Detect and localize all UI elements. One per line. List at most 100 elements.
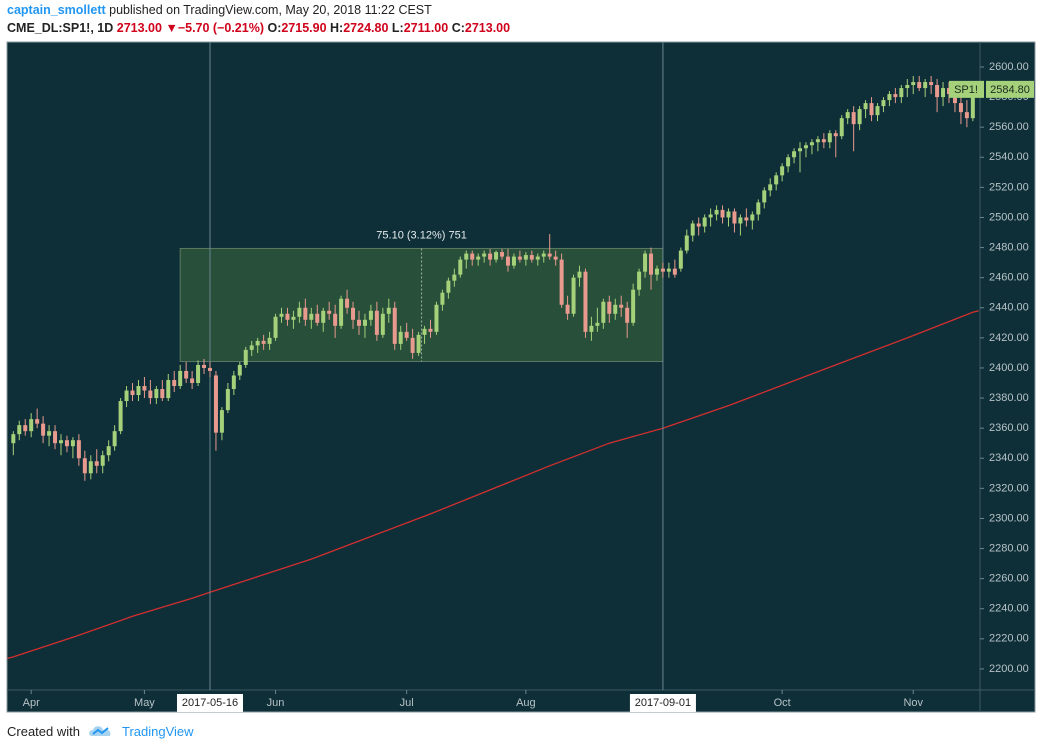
quote-line: CME_DL:SP1!, 1D 2713.00 ▼−5.70 (−0.21%) …: [7, 21, 510, 35]
candle-body: [267, 337, 272, 344]
candle-body: [565, 304, 570, 314]
symbol-tag-label: SP1!: [954, 84, 978, 96]
candle-body: [684, 235, 689, 251]
candle-body: [279, 313, 284, 317]
y-tick-label: 2260.00: [989, 573, 1029, 585]
candle-body: [863, 103, 868, 110]
candle-body: [893, 94, 898, 98]
candle-body: [637, 271, 642, 290]
candle-body: [249, 345, 254, 350]
candle-body: [440, 292, 445, 305]
y-tick-label: 2420.00: [989, 332, 1029, 344]
candle-body: [261, 340, 266, 344]
logo[interactable]: [88, 723, 114, 739]
candle-body: [774, 175, 779, 185]
candle-body: [732, 211, 737, 224]
candle-body: [583, 271, 588, 332]
y-tick-label: 2500.00: [989, 211, 1029, 223]
change: −5.70 (−0.21%): [177, 21, 264, 35]
y-tick-label: 2540.00: [989, 151, 1029, 163]
candle-body: [613, 304, 618, 314]
candle-body: [374, 310, 379, 335]
candle-body: [112, 431, 117, 447]
candle-body: [309, 313, 314, 320]
candle-body: [654, 268, 659, 275]
y-tick-label: 2480.00: [989, 241, 1029, 253]
candle-body: [231, 375, 236, 390]
candle-body: [815, 139, 820, 143]
candle-body: [798, 148, 803, 152]
candle-body: [53, 431, 58, 444]
footer: Created with TradingView: [7, 723, 194, 739]
candle-body: [726, 211, 731, 218]
candle-body: [941, 88, 946, 98]
candle-body: [541, 253, 546, 257]
y-tick-label: 2600.00: [989, 61, 1029, 73]
y-tick-label: 2360.00: [989, 422, 1029, 434]
candle-body: [362, 319, 367, 326]
candle-body: [88, 461, 93, 474]
candle-body: [172, 379, 177, 387]
candle-body: [219, 410, 224, 433]
date-marker-label: 2017-09-01: [635, 697, 691, 709]
candle-body: [857, 109, 862, 125]
candle-body: [553, 256, 558, 260]
candle-body: [970, 89, 975, 119]
header-line: captain_smollett published on TradingVie…: [7, 3, 432, 17]
x-tick-label: Jul: [400, 697, 414, 709]
candle-body: [881, 100, 886, 107]
candle-body: [678, 250, 683, 269]
candle-body: [702, 217, 707, 227]
brand[interactable]: TradingView: [121, 723, 194, 739]
candle-body: [64, 440, 69, 447]
candle-body: [196, 364, 201, 384]
candle-body: [470, 253, 475, 260]
candle-body: [535, 256, 540, 260]
candle-body: [839, 118, 844, 137]
y-tick-label: 2340.00: [989, 452, 1029, 464]
candle-body: [601, 301, 606, 323]
candle-body: [911, 82, 916, 86]
candle-body: [380, 313, 385, 335]
published: published on TradingView.com, May 20, 20…: [109, 3, 432, 17]
candle-body: [213, 375, 218, 433]
candle-body: [422, 328, 427, 335]
candle-body: [571, 277, 576, 314]
y-tick-label: 2460.00: [989, 272, 1029, 284]
ohlc-value: 2713.00: [464, 21, 511, 35]
y-tick-label: 2280.00: [989, 542, 1029, 554]
candle-body: [136, 386, 141, 396]
author[interactable]: captain_smollett: [7, 3, 106, 17]
candle-body: [768, 184, 773, 191]
candle-body: [923, 82, 928, 89]
candle-body: [750, 214, 755, 221]
candle-body: [660, 268, 665, 272]
candle-body: [917, 82, 922, 89]
candle-body: [29, 419, 34, 432]
candle-body: [154, 389, 159, 399]
candle-body: [720, 209, 725, 218]
candle-body: [523, 255, 528, 260]
candle-body: [511, 256, 516, 266]
candle-body: [631, 289, 636, 323]
candle-body: [905, 85, 910, 89]
candle-body: [351, 307, 356, 320]
candle-body: [780, 166, 785, 176]
candle-body: [291, 316, 296, 320]
ohlc-value: 2711.00: [403, 21, 449, 35]
candle-body: [792, 151, 797, 158]
y-tick-label: 2400.00: [989, 362, 1029, 374]
candle-body: [142, 386, 147, 391]
candle-body: [547, 253, 552, 257]
candle-body: [184, 370, 189, 379]
ohlc-label: L:: [391, 21, 404, 35]
candle-body: [494, 252, 499, 260]
candle-body: [875, 106, 880, 116]
y-tick-label: 2200.00: [989, 663, 1029, 675]
candle-body: [82, 458, 87, 474]
candle-body: [190, 378, 195, 384]
candle-body: [178, 370, 183, 387]
candle-body: [94, 461, 99, 466]
x-tick-label: Apr: [23, 697, 40, 709]
footer-text: Created with: [7, 723, 80, 739]
